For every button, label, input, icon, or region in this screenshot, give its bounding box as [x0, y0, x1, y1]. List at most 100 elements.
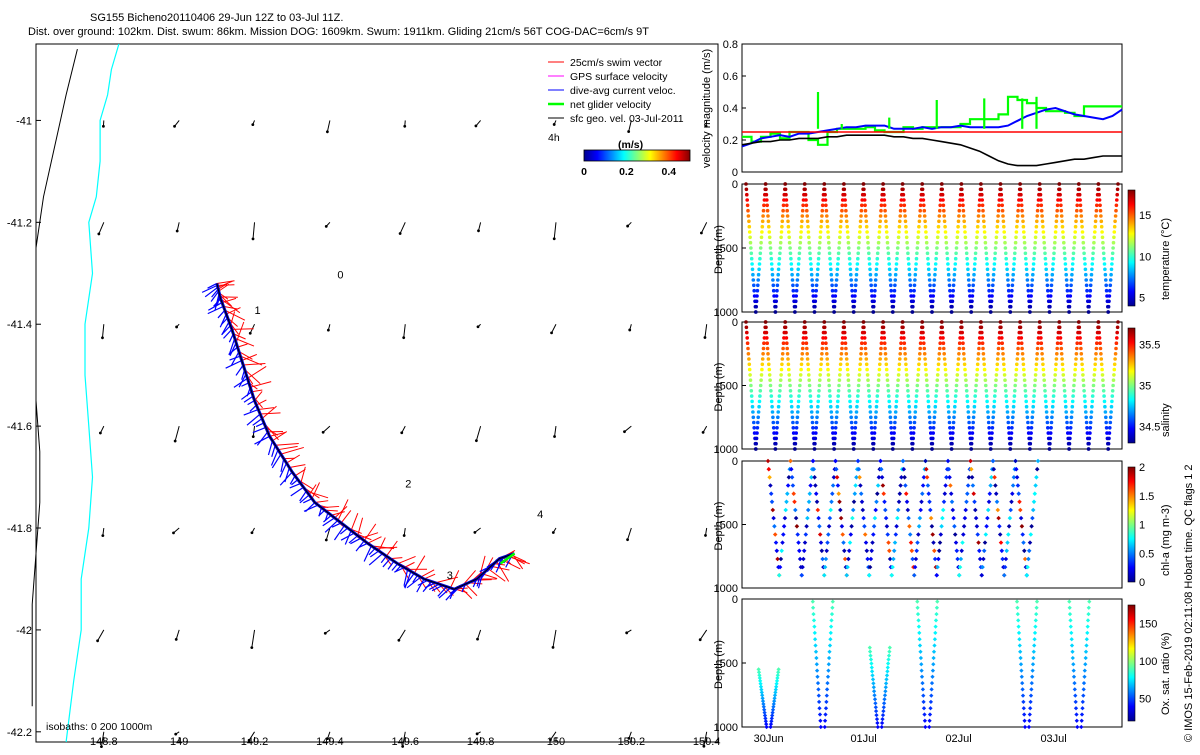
temperature-sample	[965, 246, 969, 250]
temperature-sample	[989, 305, 993, 309]
temperature-sample	[883, 204, 887, 208]
salinity-sample	[820, 357, 824, 361]
salinity-sample	[991, 416, 995, 420]
salinity-sample	[1090, 405, 1094, 409]
speed-ytick-label: 0.6	[723, 71, 738, 83]
temperature-sample	[815, 284, 819, 288]
salinity-sample	[879, 347, 883, 351]
sfc-geo-vector-head	[101, 534, 104, 537]
temperature-sample	[920, 182, 924, 186]
temperature-sample	[915, 252, 919, 256]
temperature-sample	[968, 289, 972, 293]
salinity-sample	[831, 426, 835, 430]
legend-label: net glider velocity	[570, 99, 652, 111]
temperature-sample	[923, 209, 927, 213]
salinity-sample	[761, 357, 765, 361]
temperature-sample	[872, 300, 876, 304]
salinity-sample	[1049, 431, 1053, 435]
temperature-sample	[755, 294, 759, 298]
salinity-sample	[846, 373, 850, 377]
temperature-sample	[1081, 236, 1085, 240]
salinity-sample	[933, 410, 937, 414]
salinity-sample	[799, 368, 803, 372]
temperature-sample	[800, 225, 804, 229]
temperature-sample	[1013, 246, 1017, 250]
salinity-sample	[1033, 384, 1037, 388]
salinity-sample	[834, 421, 838, 425]
salinity-sample	[1038, 326, 1042, 330]
temperature-sample	[1098, 204, 1102, 208]
salinity-sample	[931, 437, 935, 441]
salinity-sample	[951, 431, 955, 435]
temperature-sample	[1080, 220, 1084, 224]
temperature-sample	[893, 284, 897, 288]
temperature-sample	[1032, 257, 1036, 261]
salinity-sample	[907, 394, 911, 398]
salinity-sample	[1023, 384, 1027, 388]
salinity-sample	[1015, 363, 1019, 367]
salinity-sample	[892, 442, 896, 446]
temperature-sample	[1098, 198, 1102, 202]
temperature-sample	[1108, 294, 1112, 298]
salinity-sample	[1082, 384, 1086, 388]
temperature-sample	[789, 257, 793, 261]
temperature-sample	[1085, 284, 1089, 288]
salinity-sample	[976, 363, 980, 367]
salinity-sample	[909, 426, 913, 430]
temperature-sample	[895, 262, 899, 266]
sfc-geo-vector-head	[99, 432, 102, 435]
temperature-sample	[942, 204, 946, 208]
temperature-sample	[814, 300, 818, 304]
temperature-sample	[987, 289, 991, 293]
temperature-sample	[867, 246, 871, 250]
temperature-sample	[933, 273, 937, 277]
salinity-sample	[896, 389, 900, 393]
salinity-sample	[903, 347, 907, 351]
temperature-sample	[1043, 252, 1047, 256]
temperature-sample	[847, 246, 851, 250]
sfc-geo-vector-head	[248, 739, 251, 742]
salinity-sample	[749, 378, 753, 382]
salinity-sample	[1045, 416, 1049, 420]
sfc-geo-vector-head	[96, 639, 99, 642]
temperature-sample	[787, 236, 791, 240]
temperature-sample	[946, 262, 950, 266]
salinity-sample	[1043, 384, 1047, 388]
swim-vector	[232, 329, 254, 330]
temperature-sample	[823, 193, 827, 197]
salinity-sample	[968, 426, 972, 430]
salinity-sample	[755, 431, 759, 435]
temperature-sample	[1058, 193, 1062, 197]
temperature-sample	[1001, 209, 1005, 213]
sfc-geo-vector-head	[626, 538, 629, 541]
temperature-sample	[770, 257, 774, 261]
salinity-sample	[936, 378, 940, 382]
salinity-sample	[940, 326, 944, 330]
temperature-sample	[953, 273, 957, 277]
salinity-sample	[1095, 341, 1099, 345]
temperature-sample	[828, 257, 832, 261]
temperature-sample	[827, 246, 831, 250]
temperature-sample	[946, 257, 950, 261]
salinity-sample	[956, 368, 960, 372]
temperature-sample	[1087, 305, 1091, 309]
salinity-sample	[875, 400, 879, 404]
temperature-sample	[896, 246, 900, 250]
temperature-sample	[846, 230, 850, 234]
temperature-sample	[987, 278, 991, 282]
salinity-sample	[758, 394, 762, 398]
temperature-sample	[926, 257, 930, 261]
salinity-sample	[847, 389, 851, 393]
sfc-geo-vector-head	[252, 435, 255, 438]
salinity-sample	[874, 416, 878, 420]
temperature-sample	[762, 204, 766, 208]
salinity-sample	[918, 347, 922, 351]
chla-colorbar-tick: 1	[1139, 520, 1145, 532]
salinity-sample	[1103, 400, 1107, 404]
temperature-sample	[837, 246, 841, 250]
salinity-sample	[756, 426, 760, 430]
salinity-sample	[793, 447, 797, 451]
temperature-sample	[992, 273, 996, 277]
temperature-sample	[840, 209, 844, 213]
temperature-sample	[807, 241, 811, 245]
